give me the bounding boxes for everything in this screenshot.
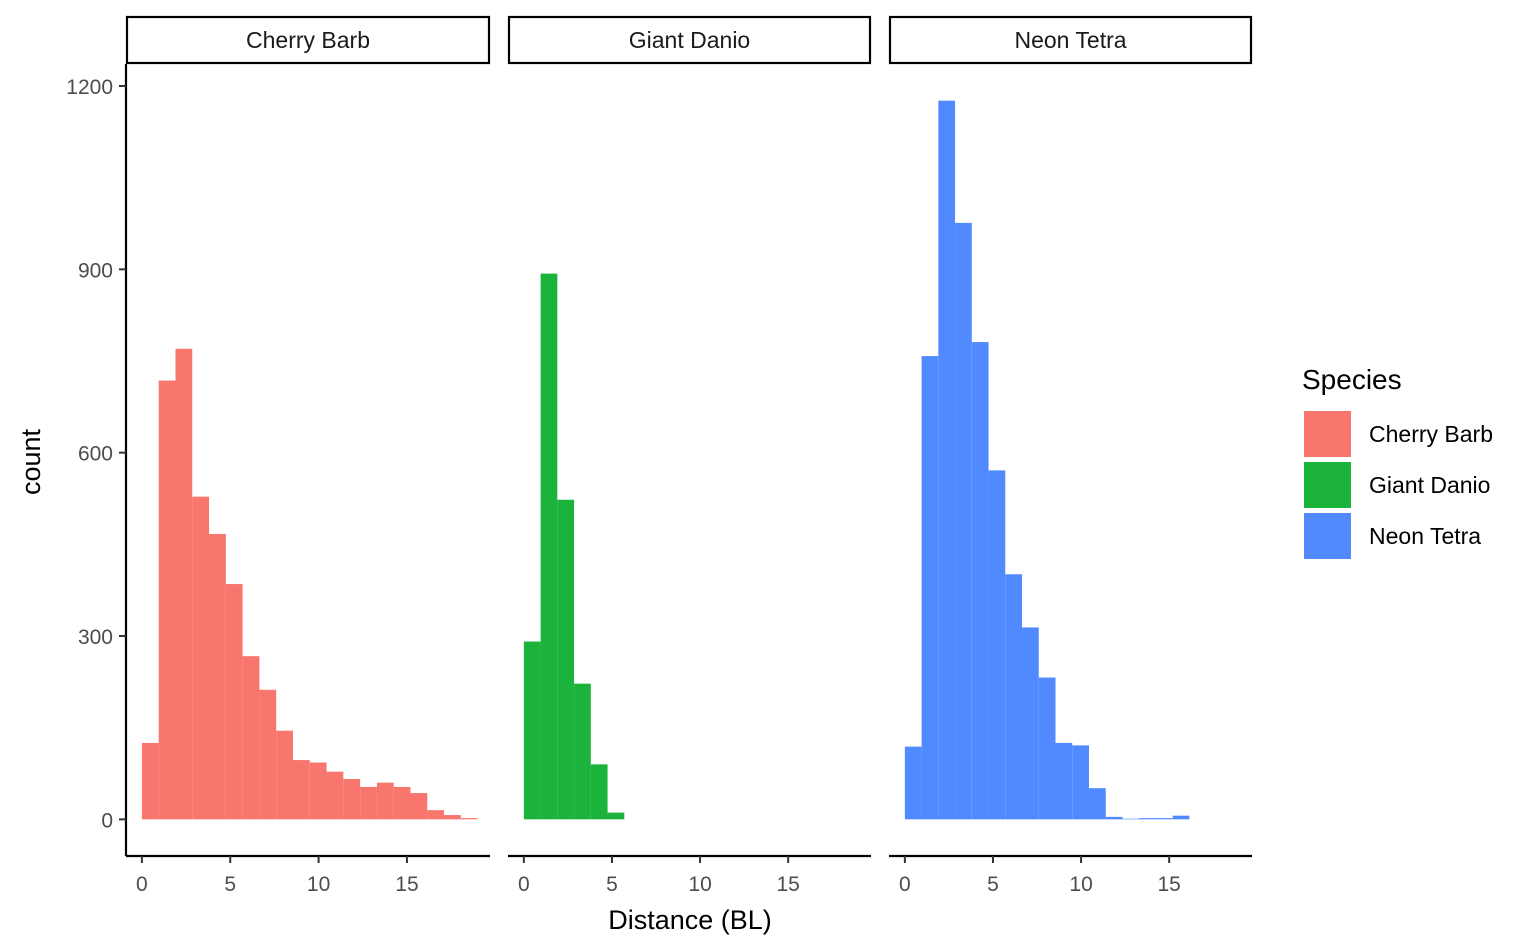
facet-strip-label: Neon Tetra xyxy=(1014,27,1126,53)
histogram-bar xyxy=(326,771,344,820)
x-tick-label: 5 xyxy=(224,873,236,896)
histogram-bar xyxy=(393,786,411,820)
y-tick-label: 1200 xyxy=(66,76,113,99)
x-tick-label: 0 xyxy=(899,873,911,896)
histogram-bar xyxy=(410,793,428,820)
facet-panel: Neon Tetra 0 5 10 15 xyxy=(888,15,1253,896)
histogram-bar xyxy=(225,584,243,820)
x-tick-label: 15 xyxy=(776,873,799,896)
y-tick-label: 900 xyxy=(78,259,113,282)
histogram-bar xyxy=(360,786,377,820)
legend-entry-label: Giant Danio xyxy=(1369,472,1490,498)
histogram-bar xyxy=(376,782,394,820)
x-axis-title: Distance (BL) xyxy=(608,905,772,935)
facet-strip xyxy=(888,15,1253,65)
histogram-bar xyxy=(158,380,176,820)
x-tick-label: 10 xyxy=(307,873,330,896)
histogram-bar xyxy=(1005,574,1023,820)
histogram-bar xyxy=(1089,788,1106,820)
x-tick-label: 5 xyxy=(606,873,618,896)
x-tick-label: 0 xyxy=(136,873,148,896)
x-tick-label: 15 xyxy=(395,873,418,896)
facet-panel: Cherry Barb 0 5 10 15 xyxy=(125,15,491,896)
histogram-bar xyxy=(141,742,159,820)
x-tick-label: 10 xyxy=(688,873,711,896)
legend-entry-label: Neon Tetra xyxy=(1369,523,1481,549)
histogram-bar xyxy=(444,815,461,820)
histogram-bar xyxy=(259,689,277,820)
histogram-bar xyxy=(590,764,608,820)
x-tick-label: 10 xyxy=(1069,873,1092,896)
histogram-bar xyxy=(971,342,989,820)
histogram-bar xyxy=(242,656,260,820)
facet-strip xyxy=(507,15,872,65)
histogram-bar xyxy=(1139,818,1156,820)
x-tick-label: 5 xyxy=(987,873,999,896)
x-tick-label: 0 xyxy=(518,873,530,896)
legend-entry-label: Cherry Barb xyxy=(1369,421,1493,447)
histogram-bar xyxy=(1038,677,1056,820)
histogram-bar xyxy=(343,779,361,820)
legend-title: Species xyxy=(1302,364,1402,395)
histogram-bar xyxy=(1122,818,1140,820)
facet-panel: Giant Danio 0 5 10 15 xyxy=(507,15,872,896)
facet-strip xyxy=(125,15,491,65)
legend-swatch xyxy=(1304,513,1351,559)
histogram-bar xyxy=(607,812,625,820)
legend-swatch xyxy=(1304,411,1351,457)
histogram-bar xyxy=(427,810,445,820)
y-tick-label: 300 xyxy=(78,626,113,649)
histogram-bar xyxy=(574,683,591,820)
facet-strip-label: Cherry Barb xyxy=(246,27,370,53)
histogram-bar xyxy=(921,356,939,820)
histogram-bar xyxy=(955,222,972,820)
histogram-bar xyxy=(557,499,575,820)
histogram-bar xyxy=(175,348,193,820)
histogram-bar xyxy=(1022,627,1039,820)
legend-swatch xyxy=(1304,462,1351,508)
histogram-bar xyxy=(1155,818,1173,820)
histogram-bar xyxy=(540,273,558,820)
histogram-bar xyxy=(292,760,310,820)
y-tick-label: 0 xyxy=(101,809,113,832)
histogram-bar xyxy=(276,730,293,820)
histogram-bar xyxy=(192,496,210,820)
histogram-bar xyxy=(904,746,922,820)
histogram-bar xyxy=(988,470,1006,820)
facet-strip-label: Giant Danio xyxy=(629,27,750,53)
histogram-bar xyxy=(460,818,478,820)
histogram-bar xyxy=(1055,742,1073,820)
histogram-bar xyxy=(1105,816,1123,820)
y-axis: 0 300 600 900 1200 xyxy=(66,64,128,856)
legend: Species Cherry Barb Giant Danio Neon Tetra xyxy=(1302,364,1493,559)
histogram-bar xyxy=(938,100,956,820)
histogram-bar xyxy=(209,533,226,820)
histogram-bar xyxy=(1172,815,1190,820)
y-axis-title: count xyxy=(16,428,46,495)
x-tick-label: 15 xyxy=(1157,873,1180,896)
histogram-bar xyxy=(523,641,541,820)
y-tick-label: 600 xyxy=(78,443,113,466)
histogram-bar xyxy=(309,762,327,820)
histogram-bar xyxy=(1072,745,1090,820)
